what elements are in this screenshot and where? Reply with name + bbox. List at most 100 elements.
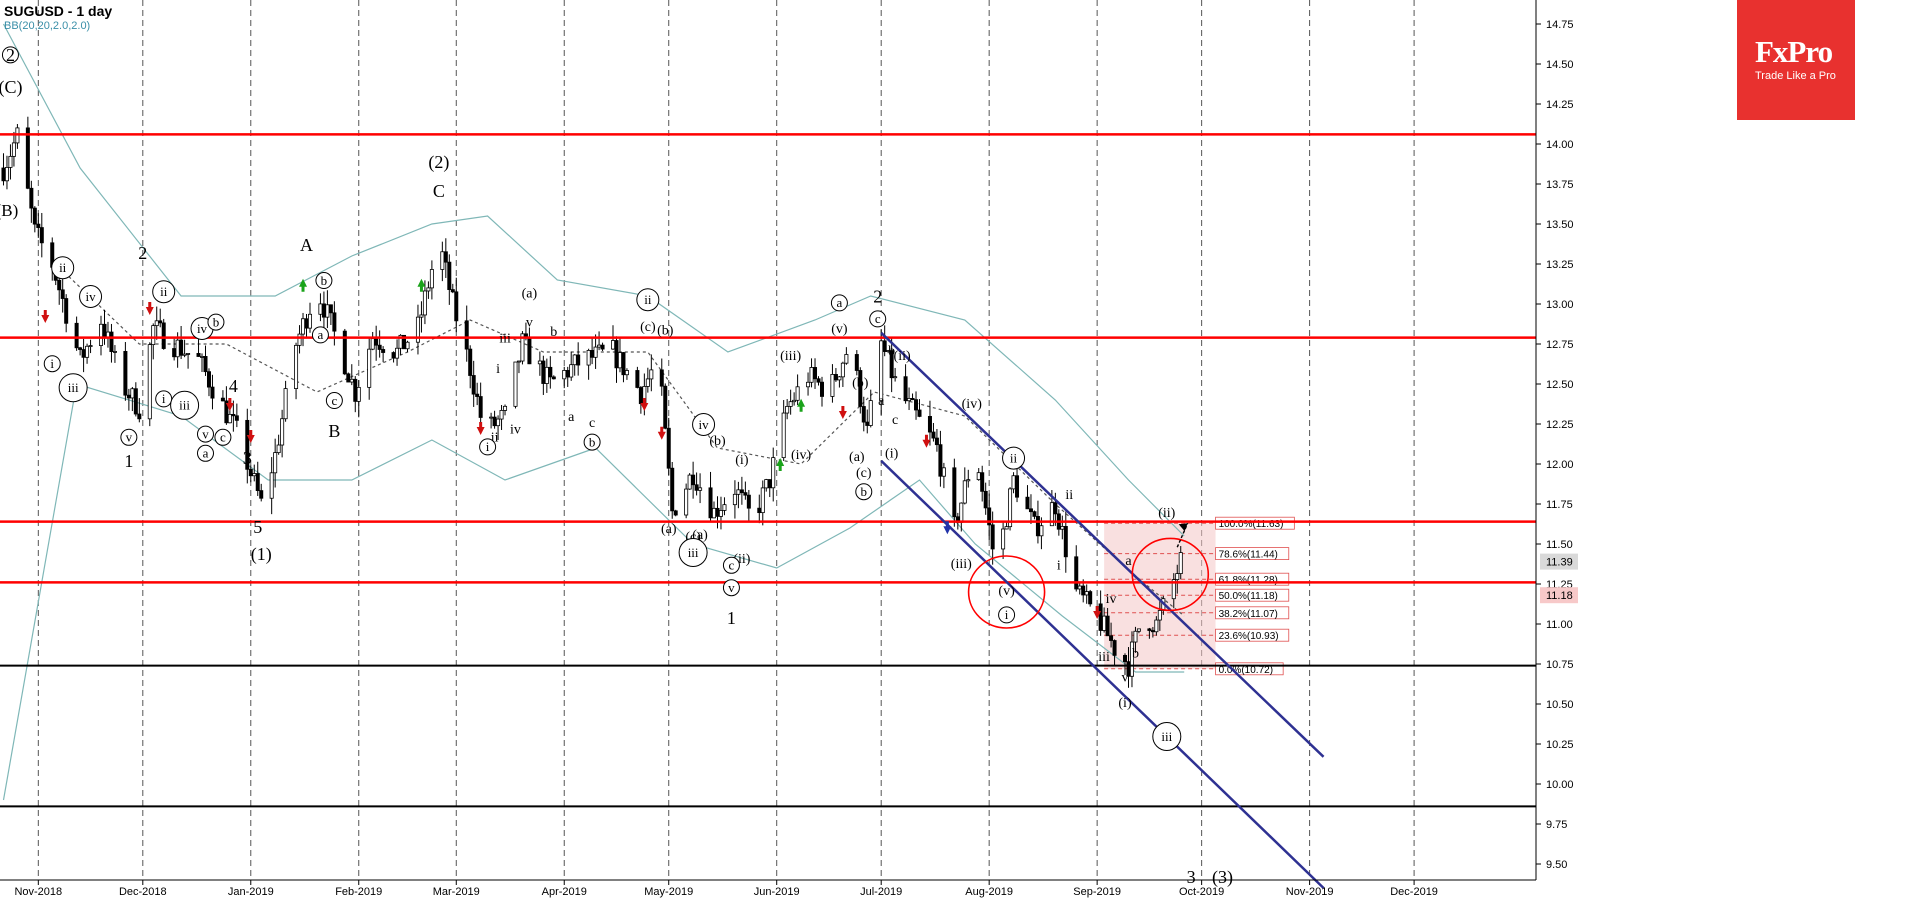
wave-label: 4	[229, 376, 238, 396]
candle-body	[172, 348, 177, 358]
x-tick-label: Apr-2019	[542, 886, 587, 898]
candle-body	[520, 333, 525, 362]
candle-body	[840, 362, 845, 378]
y-tick-label: 11.75	[1546, 499, 1573, 511]
candle-body	[349, 378, 354, 383]
wave-label: (ii)	[1158, 506, 1175, 521]
candle-body	[294, 344, 299, 389]
fib-label-box	[1215, 547, 1290, 560]
fib-level-label: 38.2%(11.07)	[1219, 609, 1278, 620]
candle-body	[666, 427, 671, 469]
red-arrow	[145, 302, 154, 315]
green-arrow	[417, 278, 426, 292]
candle-body	[833, 374, 838, 381]
wave-label-circle	[479, 438, 497, 456]
bollinger-layer	[2, 23, 1185, 801]
candle-body	[1011, 475, 1016, 490]
red-arrow	[838, 406, 847, 419]
green-arrow	[776, 458, 785, 471]
candle-body	[186, 353, 191, 355]
title-block: SUGUSD - 1 day BB(20,20,2.0,2.0)	[4, 3, 112, 32]
y-tick-label: 14.25	[1546, 99, 1574, 111]
candle-body	[576, 354, 581, 366]
wave-label: b	[213, 314, 220, 329]
candle-body	[673, 510, 678, 516]
candle-body	[1098, 603, 1103, 631]
candle-body	[158, 320, 163, 324]
candle-body	[624, 370, 629, 376]
candle-body	[112, 351, 117, 353]
candle-body	[475, 393, 480, 397]
candle-body	[649, 369, 654, 380]
price-tag	[1540, 587, 1578, 604]
candle-body	[32, 207, 37, 225]
arrows-layer	[41, 278, 1189, 619]
candle-body	[496, 418, 501, 427]
candle-body	[377, 344, 382, 350]
candle-body	[513, 361, 518, 407]
fibonacci-layer: 100.0%(11.63) 78.6%(11.44) 61.8%(11.28) 50.…	[1104, 516, 1295, 676]
wave-label: (i)	[885, 447, 899, 462]
y-tick-label: 12.50	[1546, 379, 1574, 391]
y-tick-label: 12.75	[1546, 339, 1574, 351]
y-tick-label: 14.75	[1546, 19, 1574, 31]
candle-body	[255, 473, 260, 492]
candle-body	[785, 406, 790, 414]
candle-body	[621, 352, 626, 376]
candle-body	[934, 437, 939, 446]
wave-label: 3	[243, 448, 252, 468]
wave-labels-layer: 2(C)(B)iiiviiiiv12iiiiiiivbvca435(1)Abac…	[0, 45, 1233, 888]
wave-label-circle	[152, 280, 176, 304]
candle-body	[245, 419, 250, 470]
candle-body	[809, 367, 814, 383]
candle-body	[447, 261, 452, 290]
wave-label: v	[202, 426, 209, 441]
horizontal-lines-layer	[0, 133, 1536, 808]
candle-body	[450, 289, 455, 293]
candle-body	[154, 320, 159, 327]
candle-body	[422, 290, 427, 316]
candle-body	[767, 479, 772, 489]
candle-body	[691, 474, 696, 486]
candle-body	[1060, 526, 1065, 530]
red-arrow	[476, 422, 485, 435]
candle-body	[492, 416, 497, 427]
candle-body	[1112, 640, 1117, 656]
candle-body	[102, 323, 107, 338]
wave-label-circle	[79, 285, 103, 309]
wave-label-circle	[1, 46, 19, 64]
wave-label: (iii)	[780, 349, 801, 364]
indicator-label: BB(20,20,2.0,2.0)	[4, 20, 91, 32]
fxpro-logo[interactable]: FxPro Trade Like a Pro	[1737, 0, 1855, 120]
candle-body	[259, 490, 264, 499]
wave-label: i	[496, 362, 500, 377]
y-tick-label: 13.75	[1546, 179, 1574, 191]
fib-level-label: 78.6%(11.44)	[1219, 550, 1278, 561]
candle-body	[29, 187, 34, 209]
bollinger-middle	[55, 263, 1185, 617]
candle-body	[1123, 654, 1128, 663]
wave-label: v	[526, 315, 533, 330]
x-tick-label: Nov-2018	[14, 886, 62, 898]
candle-body	[952, 467, 957, 518]
candle-body	[687, 474, 692, 490]
candle-body	[590, 350, 595, 358]
candle-body	[1008, 488, 1013, 528]
wave-label: c	[220, 430, 226, 445]
candle-body	[1015, 475, 1020, 498]
highlight-ellipse	[967, 555, 1046, 629]
candle-body	[325, 304, 330, 318]
candle-body	[844, 354, 849, 364]
candle-body	[489, 416, 494, 419]
wave-label: ii	[1010, 450, 1018, 465]
wave-label-circle	[196, 444, 214, 462]
candle-body	[537, 360, 542, 365]
bollinger-lower	[2, 383, 1185, 801]
candle-body	[415, 316, 420, 343]
fib-level-label: 50.0%(11.18)	[1219, 591, 1278, 602]
candle-body	[133, 388, 138, 415]
candle-body	[318, 303, 323, 315]
candle-body	[611, 340, 616, 350]
ellipses-layer	[967, 537, 1210, 629]
